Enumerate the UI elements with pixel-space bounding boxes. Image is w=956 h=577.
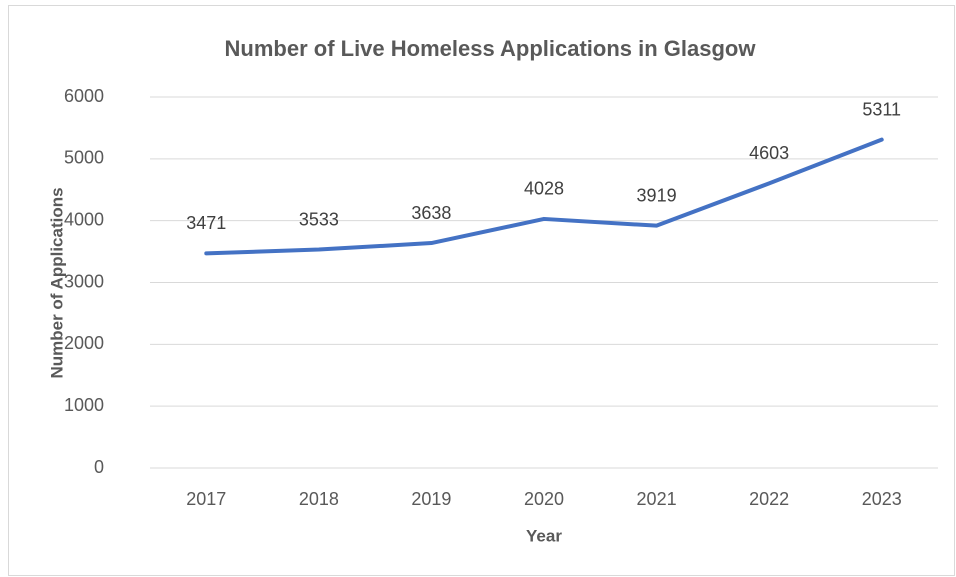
data-label: 3638 [411, 203, 451, 223]
y-tick-label: 3000 [64, 271, 104, 291]
data-label: 4603 [749, 143, 789, 163]
y-axis-title: Number of Applications [47, 187, 66, 378]
chart-title: Number of Live Homeless Applications in … [225, 36, 757, 61]
y-tick-label: 1000 [64, 395, 104, 415]
data-label: 3533 [299, 209, 339, 229]
x-tick-label: 2020 [524, 489, 564, 509]
data-label: 5311 [862, 99, 901, 119]
x-tick-label: 2022 [749, 489, 789, 509]
y-tick-label: 0 [94, 457, 104, 477]
x-axis-title: Year [526, 526, 562, 545]
line-series [204, 137, 884, 256]
x-tick-label: 2018 [299, 489, 339, 509]
x-tick-label: 2021 [637, 489, 677, 509]
y-tick-label: 2000 [64, 333, 104, 353]
x-tick-label: 2017 [186, 489, 226, 509]
y-tick-label: 4000 [64, 209, 104, 229]
data-label: 4028 [524, 179, 564, 199]
chart-border [8, 5, 955, 576]
data-label: 3471 [186, 213, 226, 233]
x-tick-label: 2023 [862, 489, 902, 509]
x-tick-label: 2019 [411, 489, 451, 509]
data-label: 3919 [637, 185, 677, 205]
y-tick-label: 6000 [64, 86, 104, 106]
y-tick-label: 5000 [64, 148, 104, 168]
